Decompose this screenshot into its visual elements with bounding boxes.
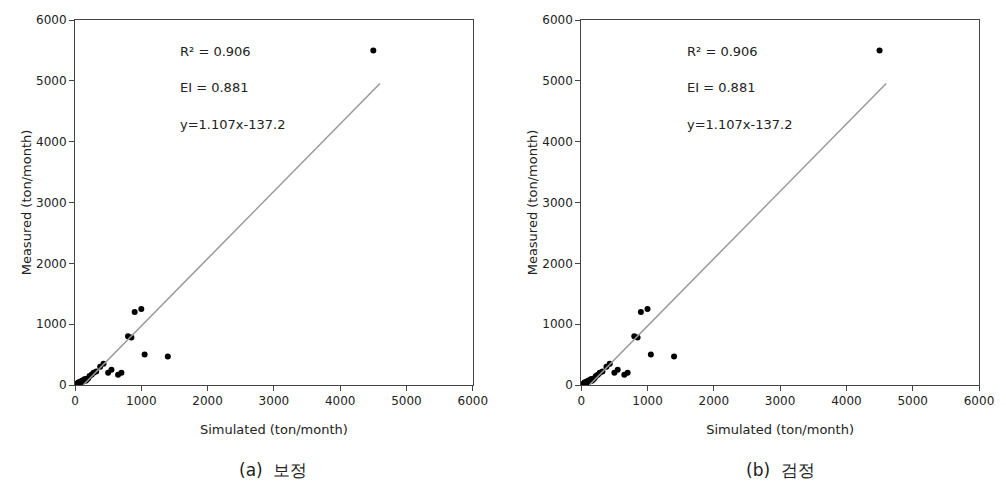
- svg-text:2000: 2000: [192, 394, 223, 408]
- svg-text:y=1.107x-137.2: y=1.107x-137.2: [687, 117, 792, 132]
- svg-text:Measured (ton/month): Measured (ton/month): [525, 130, 540, 276]
- svg-text:Simulated (ton/month): Simulated (ton/month): [200, 422, 348, 437]
- svg-text:2000: 2000: [699, 394, 730, 408]
- svg-text:2000: 2000: [36, 257, 67, 271]
- svg-text:3000: 3000: [36, 196, 67, 210]
- svg-text:6000: 6000: [457, 394, 488, 408]
- svg-text:4000: 4000: [325, 394, 356, 408]
- svg-text:(a) 보정: (a) 보정: [239, 460, 308, 480]
- svg-text:6000: 6000: [36, 13, 67, 27]
- svg-text:1000: 1000: [126, 394, 157, 408]
- svg-text:5000: 5000: [36, 74, 67, 88]
- svg-text:4000: 4000: [542, 135, 573, 149]
- svg-text:0: 0: [59, 378, 67, 392]
- svg-text:3000: 3000: [765, 394, 796, 408]
- svg-text:R² = 0.906: R² = 0.906: [687, 44, 758, 59]
- svg-text:1000: 1000: [632, 394, 663, 408]
- svg-text:5000: 5000: [897, 394, 928, 408]
- svg-text:(b) 검정: (b) 검정: [746, 460, 815, 480]
- svg-text:5000: 5000: [542, 74, 573, 88]
- svg-text:y=1.107x-137.2: y=1.107x-137.2: [180, 117, 285, 132]
- svg-text:1000: 1000: [542, 317, 573, 331]
- svg-text:0: 0: [71, 394, 79, 408]
- svg-text:R² = 0.906: R² = 0.906: [180, 44, 251, 59]
- svg-text:0: 0: [577, 394, 585, 408]
- svg-text:3000: 3000: [259, 394, 290, 408]
- svg-text:4000: 4000: [831, 394, 862, 408]
- svg-text:2000: 2000: [542, 257, 573, 271]
- svg-text:6000: 6000: [542, 13, 573, 27]
- svg-text:0: 0: [565, 378, 573, 392]
- svg-text:EI = 0.881: EI = 0.881: [687, 80, 755, 95]
- svg-text:4000: 4000: [36, 135, 67, 149]
- svg-text:1000: 1000: [36, 317, 67, 331]
- svg-text:Measured (ton/month): Measured (ton/month): [19, 130, 34, 276]
- svg-text:Simulated (ton/month): Simulated (ton/month): [706, 422, 854, 437]
- svg-text:EI = 0.881: EI = 0.881: [180, 80, 248, 95]
- svg-text:6000: 6000: [964, 394, 995, 408]
- svg-text:5000: 5000: [391, 394, 422, 408]
- svg-text:3000: 3000: [542, 196, 573, 210]
